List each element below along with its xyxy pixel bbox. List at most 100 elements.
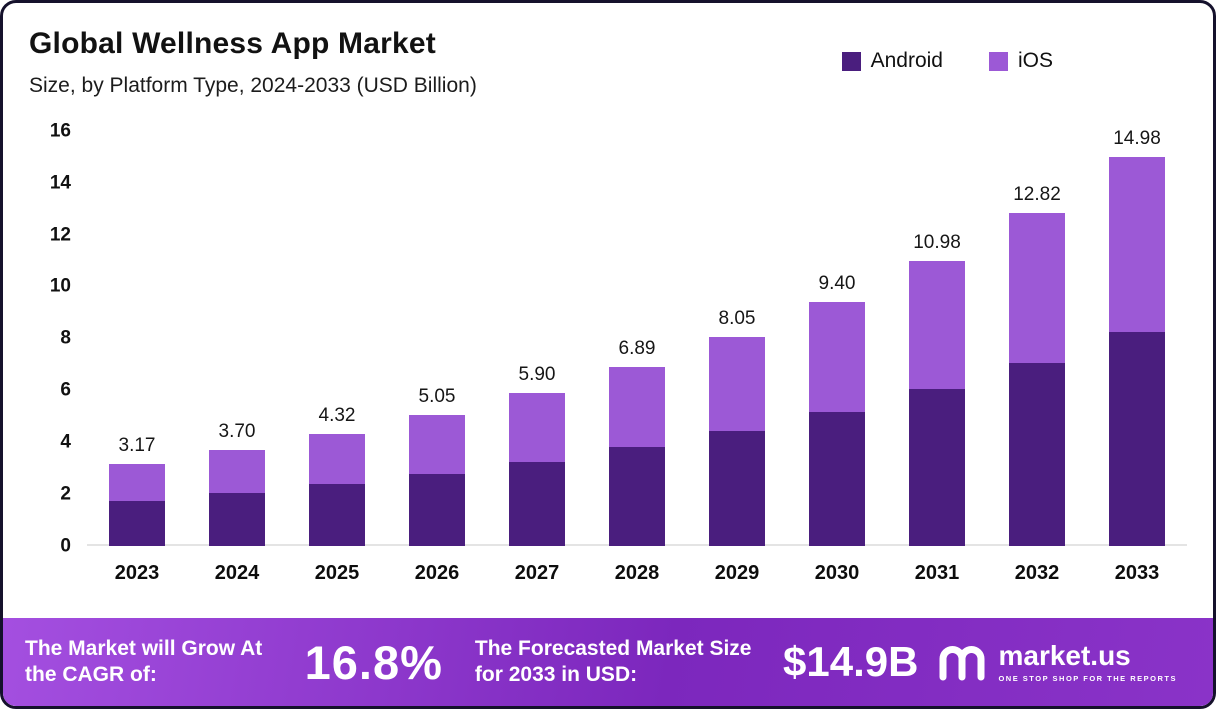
x-axis-label: 2033 xyxy=(1114,561,1160,584)
x-axis-label: 2026 xyxy=(414,561,460,584)
bar-segment-ios xyxy=(409,414,465,474)
bar-total-label: 10.98 xyxy=(913,232,961,254)
bar-segment-android xyxy=(109,500,165,546)
bar-segment-ios xyxy=(609,367,665,447)
bar-group-2033: 14.98 xyxy=(1087,128,1187,546)
bar-segment-ios xyxy=(509,392,565,462)
plot-wrap: 3.17 3.70 4.32 5.05 5.90 6.89 8.05 9.40 10.98 12.… xyxy=(87,128,1187,585)
bar-segment-ios xyxy=(209,449,265,493)
cagr-value: 16.8% xyxy=(304,635,443,689)
stacked-bar xyxy=(809,301,865,546)
brand-name: market.us xyxy=(998,640,1131,672)
x-axis-label: 2023 xyxy=(114,561,160,584)
brand-tagline: ONE STOP SHOP FOR THE REPORTS xyxy=(998,673,1177,683)
brand-text: market.us ONE STOP SHOP FOR THE REPORTS xyxy=(998,640,1177,683)
bar-group-2028: 6.89 xyxy=(587,131,687,546)
bar-segment-android xyxy=(509,461,565,546)
stacked-bar xyxy=(709,337,765,546)
y-tick-label: 0 xyxy=(60,535,71,557)
bar-total-label: 6.89 xyxy=(618,338,656,360)
stacked-bar xyxy=(109,463,165,546)
banner: The Market will Grow At the CAGR of: 16.… xyxy=(3,618,1213,706)
legend-item-ios: iOS xyxy=(988,49,1053,73)
x-axis-label: 2029 xyxy=(714,561,760,584)
legend: Android iOS xyxy=(841,49,1053,73)
stacked-bar xyxy=(1009,213,1065,546)
x-axis-label: 2031 xyxy=(914,561,960,584)
chart-subtitle: Size, by Platform Type, 2024-2033 (USD B… xyxy=(29,73,477,97)
bar-total-label: 8.05 xyxy=(718,308,756,329)
y-tick-label: 6 xyxy=(60,379,71,401)
bar-group-2032: 12.82 xyxy=(987,131,1087,546)
y-tick-label: 10 xyxy=(49,275,71,297)
bar-segment-android xyxy=(609,446,665,546)
bar-group-2024: 3.70 xyxy=(187,131,287,546)
bar-total-label: 14.98 xyxy=(1113,128,1161,150)
bar-segment-ios xyxy=(1109,157,1165,333)
stacked-bar xyxy=(609,367,665,546)
x-axis-label: 2030 xyxy=(814,561,860,584)
bar-segment-android xyxy=(209,492,265,546)
bar-total-label: 3.17 xyxy=(118,434,156,456)
y-tick-label: 12 xyxy=(49,224,71,246)
bar-segment-ios xyxy=(309,433,365,485)
bar-segment-ios xyxy=(809,301,865,412)
stacked-bar xyxy=(309,433,365,546)
y-tick-label: 14 xyxy=(49,172,71,194)
x-axis-label: 2028 xyxy=(614,561,660,584)
bar-segment-android xyxy=(809,411,865,546)
stacked-bar xyxy=(509,392,565,546)
y-tick-label: 2 xyxy=(60,483,71,505)
bar-segment-android xyxy=(709,430,765,546)
y-axis: 0 2 4 6 8 10 12 14 16 xyxy=(29,121,87,555)
x-axis-label: 2027 xyxy=(514,561,560,584)
legend-swatch xyxy=(841,51,861,71)
bar-group-2031: 10.98 xyxy=(887,131,987,546)
bar-segment-ios xyxy=(709,337,765,431)
bar-segment-android xyxy=(909,388,965,546)
bar-total-label: 3.70 xyxy=(218,420,256,442)
bar-group-2025: 4.32 xyxy=(287,131,387,546)
bar-segment-android xyxy=(1109,332,1165,546)
y-tick-label: 8 xyxy=(60,327,71,349)
stacked-bar xyxy=(209,449,265,546)
bar-total-label: 12.82 xyxy=(1013,184,1061,206)
bar-total-label: 5.05 xyxy=(418,385,456,407)
y-tick-label: 16 xyxy=(49,120,71,142)
x-axis-label: 2032 xyxy=(1014,561,1060,584)
y-tick-label: 4 xyxy=(60,431,71,453)
forecast-label: The Forecasted Market Size for 2033 in U… xyxy=(474,637,752,686)
market-us-logo-icon xyxy=(936,641,988,683)
bar-group-2029: 8.05 xyxy=(687,131,787,546)
chart-area: 0 2 4 6 8 10 12 14 16 3.17 3.70 4.32 5.05 5.90 6.89 8.… xyxy=(29,121,1187,585)
stacked-bar xyxy=(909,261,965,546)
legend-label: Android xyxy=(870,49,943,72)
bar-segment-ios xyxy=(1009,213,1065,363)
bar-group-2027: 5.90 xyxy=(487,131,587,546)
stacked-bar xyxy=(409,414,465,546)
x-axis-label: 2025 xyxy=(314,561,360,584)
forecast-value: $14.9B xyxy=(783,638,919,685)
bar-segment-ios xyxy=(909,261,965,389)
bar-segment-ios xyxy=(109,463,165,501)
legend-swatch xyxy=(988,51,1008,71)
page-title: Global Wellness App Market xyxy=(29,27,436,60)
bar-group-2030: 9.40 xyxy=(787,131,887,546)
market-us-brand: market.us ONE STOP SHOP FOR THE REPORTS xyxy=(936,641,1191,683)
cagr-label: The Market will Grow At the CAGR of: xyxy=(25,637,263,686)
x-axis-labels: 2023 2024 2025 2026 2027 2028 2029 2030 2031 2032… xyxy=(87,546,1187,585)
x-axis-label: 2024 xyxy=(214,561,260,584)
chart-section: Global Wellness App Market Size, by Plat… xyxy=(3,3,1213,618)
legend-label: iOS xyxy=(1017,49,1053,72)
bar-segment-android xyxy=(1009,362,1065,546)
bar-segment-android xyxy=(309,484,365,546)
stacked-bar xyxy=(1109,157,1165,546)
legend-item-android: Android xyxy=(841,49,943,73)
bar-segment-android xyxy=(409,473,465,546)
bar-group-2026: 5.05 xyxy=(387,131,487,546)
bar-total-label: 9.40 xyxy=(818,273,856,294)
bar-total-label: 5.90 xyxy=(518,363,556,385)
plot-area: 3.17 3.70 4.32 5.05 5.90 6.89 8.05 9.40 10.98 12.… xyxy=(87,128,1187,546)
bar-group-2023: 3.17 xyxy=(87,131,187,546)
